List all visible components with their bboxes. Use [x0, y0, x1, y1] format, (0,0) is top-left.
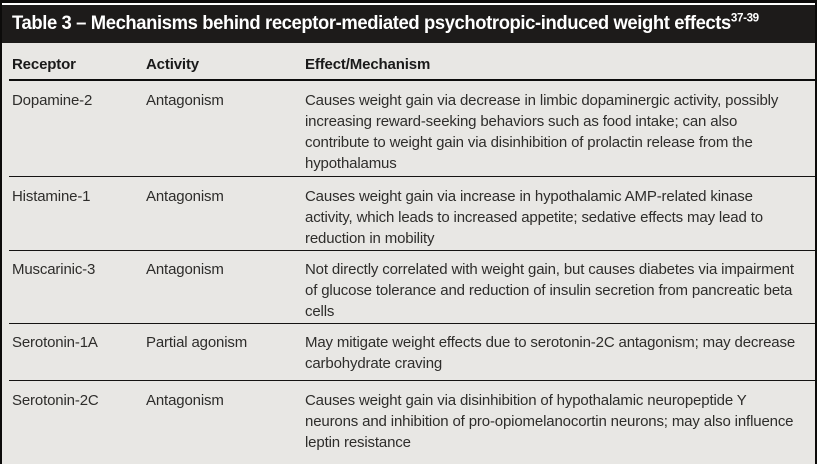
- column-header-effect-mechanism: Effect/Mechanism: [305, 56, 431, 73]
- cell-effect-mechanism: Causes weight gain via decrease in limbi…: [305, 92, 779, 172]
- table-header-row: Receptor Activity Effect/Mechanism: [9, 43, 815, 81]
- cell-receptor: Histamine-1: [12, 188, 91, 205]
- cell-activity: Antagonism: [146, 261, 224, 278]
- table-title-reference-superscript: 37-39: [730, 10, 759, 25]
- table-row: Dopamine-2 Antagonism Causes weight gain…: [9, 81, 815, 177]
- cell-activity: Antagonism: [146, 392, 224, 409]
- table-body: Receptor Activity Effect/Mechanism Dopam…: [2, 43, 815, 464]
- table-title-bar: Table 3 – Mechanisms behind receptor-med…: [2, 5, 815, 43]
- cell-effect-mechanism: Not directly correlated with weight gain…: [305, 261, 794, 320]
- column-header-receptor: Receptor: [12, 56, 76, 73]
- cell-activity: Partial agonism: [146, 334, 248, 351]
- table-row: Muscarinic-3 Antagonism Not directly cor…: [9, 251, 815, 324]
- cell-activity: Antagonism: [146, 92, 224, 109]
- table-title: Table 3 – Mechanisms behind receptor-med…: [12, 10, 759, 35]
- table-title-text: Table 3 – Mechanisms behind receptor-med…: [12, 13, 731, 34]
- cell-receptor: Serotonin-2C: [12, 392, 99, 409]
- cell-effect-mechanism: May mitigate weight effects due to serot…: [305, 334, 796, 372]
- column-header-activity: Activity: [146, 56, 199, 73]
- cell-receptor: Muscarinic-3: [12, 261, 96, 278]
- table-row: Serotonin-2C Antagonism Causes weight ga…: [9, 381, 815, 463]
- cell-activity: Antagonism: [146, 188, 224, 205]
- cell-effect-mechanism: Causes weight gain via disinhibition of …: [305, 392, 794, 451]
- table-row: Histamine-1 Antagonism Causes weight gai…: [9, 177, 815, 251]
- cell-receptor: Serotonin-1A: [12, 334, 98, 351]
- table-frame: Table 3 – Mechanisms behind receptor-med…: [0, 0, 817, 464]
- cell-effect-mechanism: Causes weight gain via increase in hypot…: [305, 188, 763, 247]
- table-row: Serotonin-1A Partial agonism May mitigat…: [9, 324, 815, 381]
- cell-receptor: Dopamine-2: [12, 92, 93, 109]
